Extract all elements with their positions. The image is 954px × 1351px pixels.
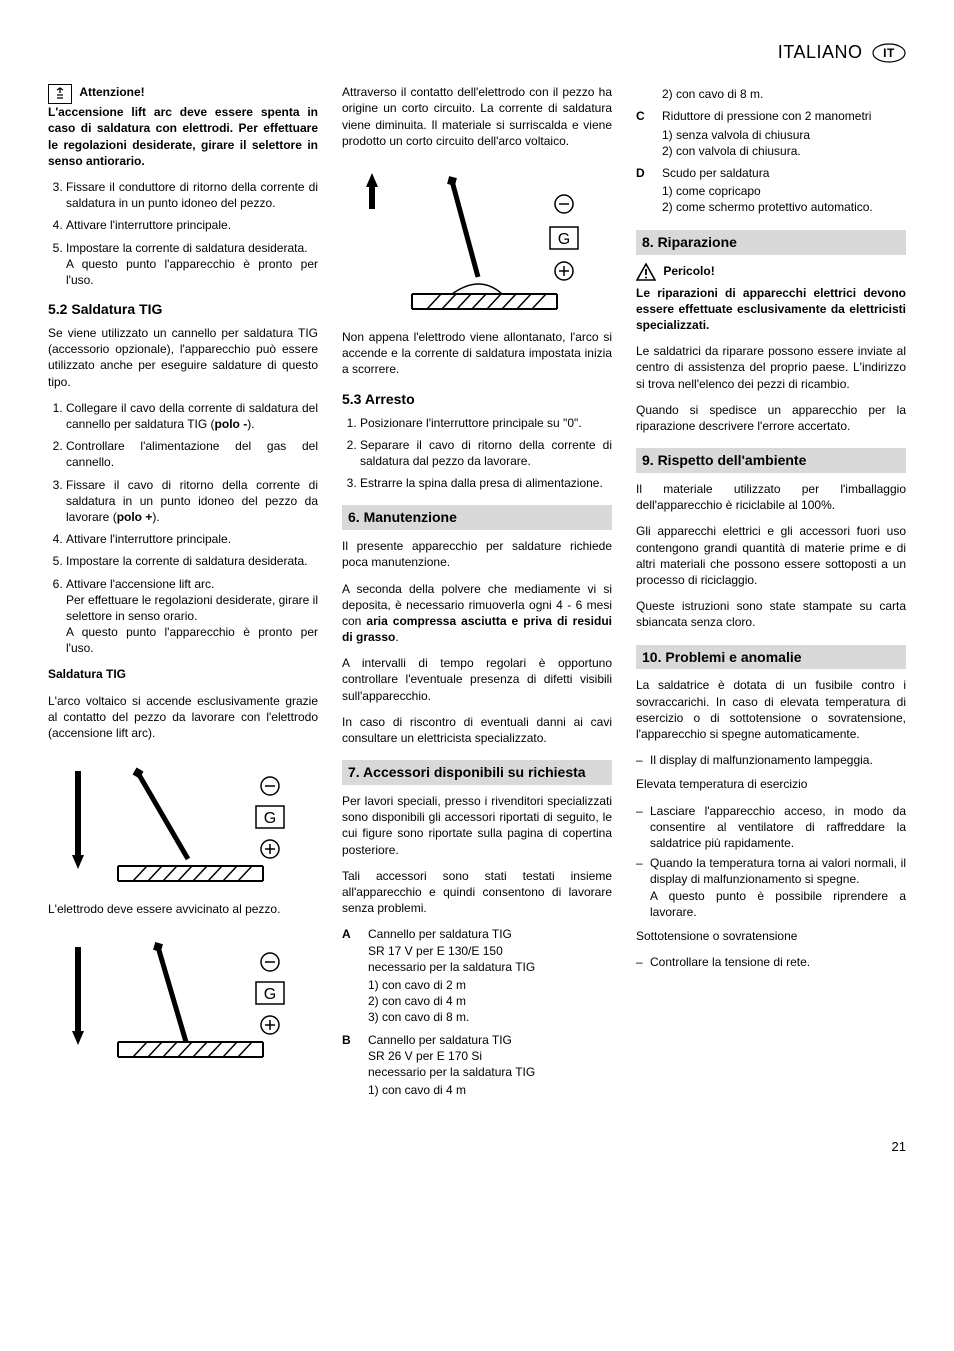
list-item: B Cannello per saldatura TIG SR 26 V per… xyxy=(342,1032,612,1099)
dash-list: Il display di malfunzionamento lampeggia… xyxy=(636,752,906,768)
paragraph: Queste istruzioni sono state stampate su… xyxy=(636,598,906,630)
list-item: Attivare l'interruttore principale. xyxy=(66,531,318,547)
list-item: Impostare la corrente di saldatura desid… xyxy=(66,240,318,289)
steps-continued: Fissare il conduttore di ritorno della c… xyxy=(48,179,318,288)
paragraph: Per lavori speciali, presso i rivenditor… xyxy=(342,793,612,858)
warning-body: L'accensione lift arc deve essere spenta… xyxy=(48,105,318,168)
svg-text:IT: IT xyxy=(883,46,895,60)
paragraph: Gli apparecchi elettrici e gli accessori… xyxy=(636,523,906,588)
list-item: Quando la temperatura torna ai valori no… xyxy=(650,855,906,920)
paragraph: Quando si spedisce un apparecchio per la… xyxy=(636,402,906,434)
list-item: Lasciare l'apparecchio acceso, in modo d… xyxy=(650,803,906,852)
heading-5-2: 5.2 Saldatura TIG xyxy=(48,300,318,319)
paragraph: Le saldatrici da riparare possono essere… xyxy=(636,343,906,392)
tig-steps: Collegare il cavo della corrente di sald… xyxy=(48,400,318,657)
list-item: Controllare l'alimentazione del gas del … xyxy=(66,438,318,470)
danger-title: Pericolo! xyxy=(663,264,714,278)
figure-electrode-angle: G xyxy=(48,751,318,891)
paragraph: Il presente apparecchio per saldature ri… xyxy=(342,538,612,570)
heading-6: 6. Manutenzione xyxy=(342,505,612,530)
list-item: Fissare il cavo di ritorno della corrent… xyxy=(66,477,318,526)
page-number: 21 xyxy=(48,1138,906,1156)
heading-9: 9. Rispetto dell'ambiente xyxy=(636,448,906,473)
heading-10: 10. Problemi e anomalie xyxy=(636,645,906,670)
list-item: Controllare la tensione di rete. xyxy=(650,954,906,970)
paragraph: Non appena l'elettrodo viene allontanato… xyxy=(342,329,612,378)
danger-warning: Pericolo! Le riparazioni di apparecchi e… xyxy=(636,263,906,334)
lang-oval-icon: IT xyxy=(872,43,906,63)
paragraph: In caso di riscontro di eventuali danni … xyxy=(342,714,612,746)
content-columns: Attenzione! L'accensione lift arc deve e… xyxy=(48,84,906,1108)
danger-icon xyxy=(636,263,656,285)
list-item: Attivare l'accensione lift arc. Per effe… xyxy=(66,576,318,657)
column-2: Attraverso il contatto dell'elettrodo co… xyxy=(342,84,612,1108)
column-1: Attenzione! L'accensione lift arc deve e… xyxy=(48,84,318,1108)
accessory-list: A Cannello per saldatura TIG SR 17 V per… xyxy=(342,926,612,1098)
list-item: Impostare la corrente di saldatura desid… xyxy=(66,553,318,569)
paragraph: A intervalli di tempo regolari è opportu… xyxy=(342,655,612,704)
list-item: Posizionare l'interruttore principale su… xyxy=(360,415,612,431)
list-item: Fissare il conduttore di ritorno della c… xyxy=(66,179,318,211)
dash-list: Lasciare l'apparecchio acceso, in modo d… xyxy=(636,803,906,920)
list-item: Collegare il cavo della corrente di sald… xyxy=(66,400,318,432)
language-label: ITALIANO xyxy=(778,42,863,62)
page-header: ITALIANO IT xyxy=(48,40,906,64)
subheading: Sottotensione o sovratensione xyxy=(636,928,906,944)
paragraph: L'elettrodo deve essere avvicinato al pe… xyxy=(48,901,318,917)
warning-lift-arc: Attenzione! L'accensione lift arc deve e… xyxy=(48,84,318,169)
danger-body: Le riparazioni di apparecchi elettrici d… xyxy=(636,286,906,332)
note-icon xyxy=(48,84,72,104)
heading-8: 8. Riparazione xyxy=(636,230,906,255)
column-3: 2) con cavo di 8 m. C Riduttore di press… xyxy=(636,84,906,1108)
list-item: Separare il cavo di ritorno della corren… xyxy=(360,437,612,469)
heading-saldatura-tig: Saldatura TIG xyxy=(48,666,318,682)
paragraph: Il materiale utilizzato per l'imballaggi… xyxy=(636,481,906,513)
accessory-list-cont: 2) con cavo di 8 m. C Riduttore di press… xyxy=(636,84,906,215)
list-item: Attivare l'interruttore principale. xyxy=(66,217,318,233)
svg-text:G: G xyxy=(558,231,570,248)
heading-5-3: 5.3 Arresto xyxy=(342,390,612,409)
paragraph: L'arco voltaico si accende esclusivament… xyxy=(48,693,318,742)
dash-list: Controllare la tensione di rete. xyxy=(636,954,906,970)
paragraph: Attraverso il contatto dell'elettrodo co… xyxy=(342,84,612,149)
list-item: 2) con cavo di 8 m. xyxy=(636,84,906,102)
list-item: A Cannello per saldatura TIG SR 17 V per… xyxy=(342,926,612,1025)
heading-7: 7. Accessori disponibili su richiesta xyxy=(342,760,612,785)
paragraph: Tali accessori sono stati testati insiem… xyxy=(342,868,612,917)
svg-text:G: G xyxy=(264,810,276,827)
arresto-steps: Posizionare l'interruttore principale su… xyxy=(342,415,612,492)
warning-title: Attenzione! xyxy=(79,84,144,100)
list-item: C Riduttore di pressione con 2 manometri… xyxy=(636,108,906,159)
figure-arc-gap: G xyxy=(342,159,612,319)
list-item: D Scudo per saldatura 1) come copricapo … xyxy=(636,165,906,216)
paragraph: Se viene utilizzato un cannello per sald… xyxy=(48,325,318,390)
figure-electrode-contact: G xyxy=(48,927,318,1067)
subheading: Elevata temperatura di esercizio xyxy=(636,776,906,792)
svg-text:G: G xyxy=(264,986,276,1003)
list-item: Estrarre la spina dalla presa di aliment… xyxy=(360,475,612,491)
paragraph: La saldatrice è dotata di un fusibile co… xyxy=(636,677,906,742)
list-item: Il display di malfunzionamento lampeggia… xyxy=(650,752,906,768)
paragraph: A seconda della polvere che mediamente v… xyxy=(342,581,612,646)
